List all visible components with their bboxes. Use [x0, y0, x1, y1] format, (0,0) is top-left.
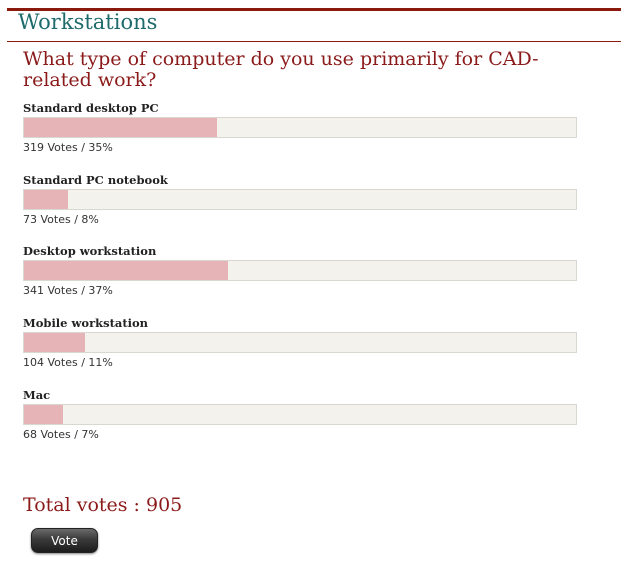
option-label: Desktop workstation	[23, 244, 157, 258]
result-bar-track	[23, 332, 577, 353]
total-votes: Total votes : 905	[23, 494, 183, 516]
result-bar-fill	[24, 190, 69, 209]
section-title: Workstations	[18, 10, 158, 34]
result-bar-fill	[24, 405, 63, 424]
poll-option-mobile-workstation: Mobile workstation 104 Votes / 11%	[23, 316, 578, 370]
poll-option-standard-desktop-pc: Standard desktop PC 319 Votes / 35%	[23, 101, 578, 155]
result-bar-track	[23, 189, 577, 210]
poll-option-standard-pc-notebook: Standard PC notebook 73 Votes / 8%	[23, 173, 578, 227]
option-votes: 68 Votes / 7%	[23, 428, 99, 441]
poll-question: What type of computer do you use primari…	[23, 48, 539, 91]
option-label: Mobile workstation	[23, 316, 149, 330]
result-bar-track	[23, 117, 577, 138]
result-bar-track	[23, 260, 577, 281]
option-label: Standard PC notebook	[23, 173, 168, 187]
vote-button[interactable]: Vote	[31, 528, 98, 553]
option-votes: 104 Votes / 11%	[23, 356, 113, 369]
top-rule	[7, 8, 621, 11]
result-bar-track	[23, 404, 577, 425]
result-bar-fill	[24, 333, 85, 352]
option-label: Standard desktop PC	[23, 101, 159, 115]
poll-option-desktop-workstation: Desktop workstation 341 Votes / 37%	[23, 244, 578, 298]
title-divider	[7, 41, 621, 42]
option-votes: 73 Votes / 8%	[23, 213, 99, 226]
result-bar-fill	[24, 118, 218, 137]
option-votes: 319 Votes / 35%	[23, 141, 113, 154]
result-bar-fill	[24, 261, 229, 280]
option-label: Mac	[23, 388, 51, 402]
poll-option-mac: Mac 68 Votes / 7%	[23, 388, 578, 442]
option-votes: 341 Votes / 37%	[23, 284, 113, 297]
